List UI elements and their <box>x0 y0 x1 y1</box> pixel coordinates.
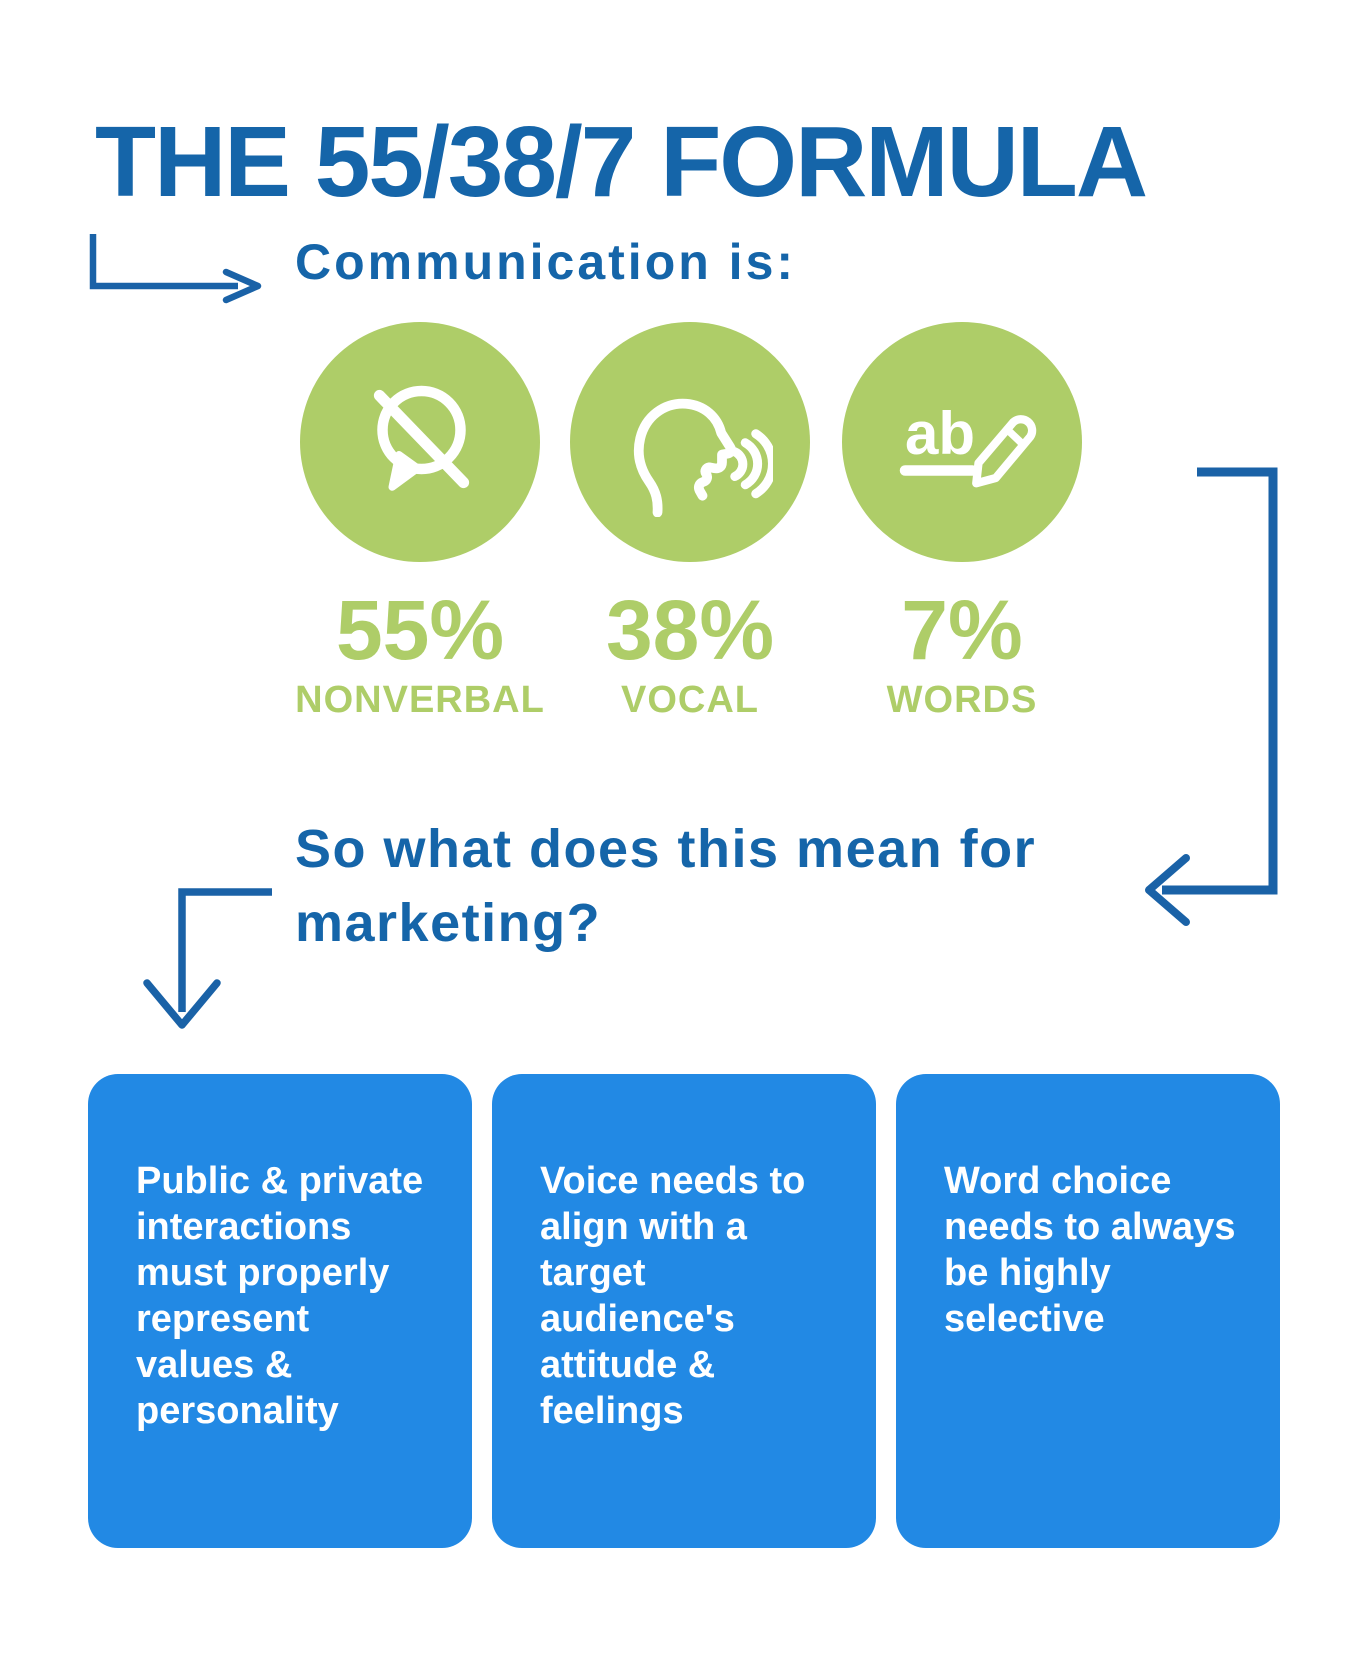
card-word-choice: Word choice needs to always be highly se… <box>896 1074 1280 1548</box>
page-title: THE 55/38/7 FORMULA <box>95 106 1148 218</box>
arrow-elbow-right-icon <box>89 234 262 304</box>
card-public-private: Public & private interactions must prope… <box>88 1074 472 1548</box>
question-text: So what does this mean for marketing? <box>295 819 1037 953</box>
svg-text:ab: ab <box>905 400 975 467</box>
card-voice: Voice needs to align with a target audie… <box>492 1074 876 1548</box>
stat-circle <box>300 322 540 562</box>
stat-nonverbal: 55% NONVERBAL <box>280 322 560 720</box>
stat-label: VOCAL <box>621 679 759 721</box>
card-text: Word choice needs to always be highly se… <box>944 1160 1236 1340</box>
arrow-connector-right-icon <box>1145 467 1278 926</box>
stat-label: NONVERBAL <box>295 679 545 721</box>
stat-label: WORDS <box>886 679 1038 721</box>
subtitle-communication-is: Communication is: <box>295 234 797 290</box>
stat-vocal: 38% VOCAL <box>550 322 830 720</box>
speaking-head-icon <box>633 398 773 517</box>
stat-circle: ab <box>842 322 1082 562</box>
no-speech-bubble-icon <box>373 385 470 491</box>
ab-pencil-icon: ab <box>899 400 1037 488</box>
stat-percent: 55% <box>335 583 505 677</box>
stat-circle <box>570 322 810 562</box>
card-text: Voice needs to align with a target audie… <box>540 1160 806 1432</box>
arrow-connector-down-icon <box>143 888 272 1029</box>
stat-percent: 38% <box>605 583 775 677</box>
stat-percent: 7% <box>901 583 1023 677</box>
stat-words: ab 7% WORDS <box>822 322 1102 720</box>
card-text: Public & private interactions must prope… <box>136 1160 424 1432</box>
